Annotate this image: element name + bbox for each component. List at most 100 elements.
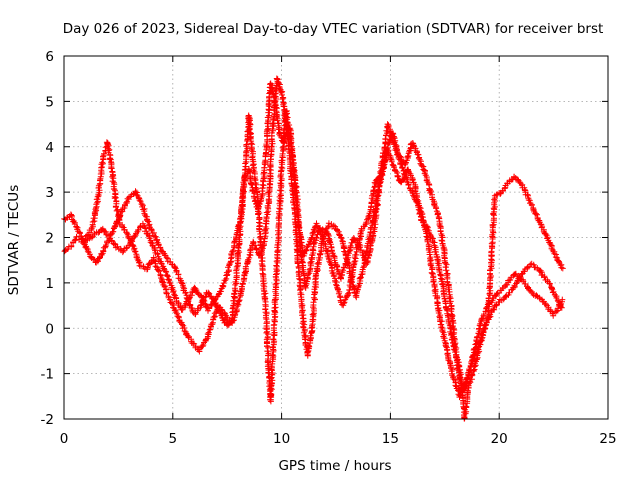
- data-point-cluster: [112, 203, 123, 226]
- data-point-cluster: [73, 233, 85, 245]
- data-point-cluster: [421, 170, 435, 198]
- data-point-cluster: [152, 233, 164, 254]
- data-point-cluster: [319, 235, 333, 261]
- axis-ticks: 0 5 10 15 20 25 -2 -1 0 1 2 3 4 5 6: [41, 49, 617, 447]
- data-point-cluster: [444, 347, 457, 380]
- y-tick-label: 4: [45, 140, 54, 156]
- data-point-cluster: [223, 244, 237, 278]
- data-point-cluster: [313, 220, 326, 239]
- data-point-cluster: [202, 321, 215, 344]
- data-point-cluster: [87, 230, 98, 241]
- data-point-cluster: [274, 168, 285, 259]
- data-point-cluster: [99, 225, 112, 239]
- data-point-cluster: [530, 207, 543, 226]
- data-point-cluster: [68, 236, 79, 250]
- data-point-cluster: [308, 272, 320, 332]
- data-point-cluster: [550, 303, 562, 319]
- data-point-cluster: [171, 264, 185, 286]
- data-point-cluster: [254, 197, 266, 261]
- data-point-cluster: [95, 153, 107, 196]
- data-point-cluster: [437, 271, 450, 312]
- data-point-cluster: [358, 216, 370, 232]
- data-point-cluster: [441, 252, 455, 312]
- x-tick-label: 25: [599, 431, 616, 447]
- data-point-cluster: [67, 211, 80, 230]
- data-point-cluster: [485, 195, 498, 318]
- data-point-cluster: [106, 235, 119, 248]
- data-point-cluster: [119, 242, 132, 256]
- data-point-cluster: [353, 271, 365, 301]
- data-point-cluster: [525, 192, 537, 213]
- data-point-cluster: [157, 271, 170, 293]
- data-point-cluster: [132, 188, 145, 208]
- data-point-cluster: [150, 254, 162, 275]
- data-point-cluster: [496, 294, 508, 306]
- data-point-cluster: [385, 147, 398, 171]
- data-point-cluster: [548, 284, 561, 304]
- data-point-cluster: [300, 241, 312, 259]
- data-point-cluster: [472, 335, 485, 369]
- data-point-cluster: [324, 230, 337, 259]
- data-points: [61, 75, 566, 422]
- data-point-cluster: [100, 237, 113, 255]
- data-point-cluster: [389, 130, 402, 159]
- data-point-cluster: [176, 317, 189, 335]
- data-point-cluster: [291, 180, 303, 231]
- data-point-cluster: [504, 173, 517, 187]
- data-point-cluster: [405, 166, 417, 186]
- data-point-cluster: [119, 195, 132, 213]
- data-point-cluster: [530, 291, 543, 301]
- data-point-cluster: [170, 301, 182, 321]
- data-point-cluster: [191, 284, 204, 299]
- data-point-cluster: [88, 191, 102, 232]
- series-track-b: [61, 80, 566, 396]
- data-point-cluster: [346, 254, 359, 296]
- y-tick-label: 6: [45, 49, 54, 65]
- data-point-cluster: [498, 281, 511, 294]
- data-point-cluster: [543, 302, 556, 317]
- series-track-c: [82, 107, 566, 422]
- data-point-cluster: [258, 257, 270, 316]
- data-point-cluster: [306, 223, 319, 245]
- x-tick-label: 0: [60, 431, 69, 447]
- data-point-cluster: [295, 269, 307, 325]
- x-axis-label: GPS time / hours: [278, 458, 391, 474]
- data-point-cluster: [541, 274, 555, 291]
- data-point-cluster: [337, 258, 350, 282]
- data-point-cluster: [217, 272, 230, 295]
- data-point-cluster: [237, 263, 249, 299]
- data-point-cluster: [557, 261, 566, 272]
- data-point-cluster: [198, 293, 211, 311]
- data-point-cluster: [304, 327, 316, 359]
- data-point-cluster: [371, 173, 384, 186]
- data-point-cluster: [424, 224, 436, 245]
- data-point-cluster: [402, 140, 415, 168]
- data-point-cluster: [306, 240, 317, 273]
- x-tick-label: 20: [491, 431, 508, 447]
- data-point-cluster: [429, 194, 441, 217]
- data-point-cluster: [478, 313, 492, 341]
- data-point-cluster: [267, 353, 277, 405]
- y-tick-label: -2: [41, 412, 54, 428]
- data-point-cluster: [245, 112, 257, 168]
- y-tick-label: 2: [45, 231, 54, 247]
- x-tick-label: 5: [169, 431, 178, 447]
- data-point-cluster: [232, 226, 244, 285]
- data-point-cluster: [139, 202, 152, 225]
- data-point-cluster: [528, 260, 541, 272]
- x-tick-label: 10: [273, 431, 290, 447]
- data-point-cluster: [410, 179, 425, 221]
- data-point-cluster: [365, 180, 379, 222]
- data-point-cluster: [158, 261, 171, 280]
- y-tick-label: -1: [41, 367, 54, 383]
- data-point-cluster: [117, 221, 130, 236]
- data-point-cluster: [267, 80, 278, 104]
- data-point-cluster: [108, 165, 120, 207]
- data-point-cluster: [544, 234, 556, 254]
- data-point-cluster: [260, 199, 272, 245]
- data-point-cluster: [391, 166, 404, 185]
- chart-title: Day 026 of 2023, Sidereal Day-to-day VTE…: [63, 21, 604, 37]
- data-point-cluster: [557, 296, 566, 309]
- y-axis-label: SDTVAR / TECUs: [6, 185, 22, 295]
